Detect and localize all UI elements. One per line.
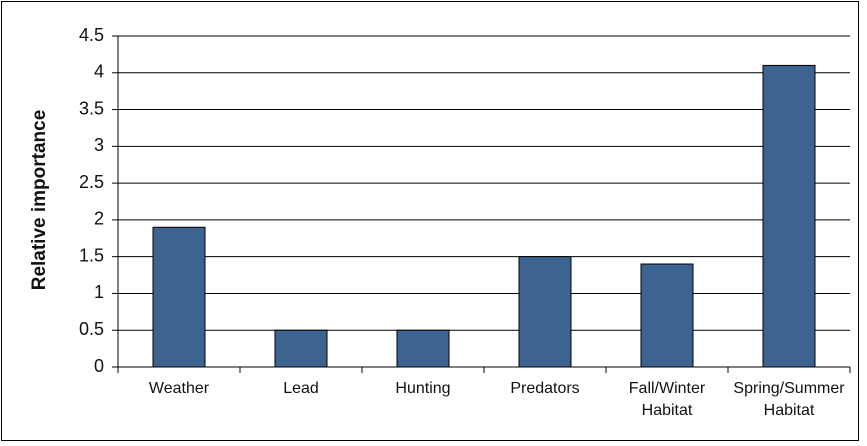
- bar: [396, 329, 450, 368]
- x-tick-label: Lead: [283, 380, 319, 397]
- frame: [1, 1, 859, 441]
- x-tick-label: Fall/Winter Habitat: [628, 380, 706, 419]
- x-tick-label: Hunting: [395, 380, 451, 397]
- y-tick-label: 4.5: [79, 25, 104, 45]
- y-tick-label: 3: [94, 135, 104, 155]
- x-tick-label: Weather: [148, 380, 210, 397]
- y-tick-label: 1.5: [79, 245, 104, 265]
- y-tick-label: 2.5: [79, 172, 104, 192]
- bar: [640, 263, 694, 368]
- x-tick-label: Predators: [510, 380, 580, 397]
- bar: [274, 329, 328, 368]
- y-tick-label: 2: [94, 209, 104, 229]
- y-tick-label: 0: [94, 356, 104, 376]
- bar: [518, 256, 572, 368]
- x-tick-label: Spring/Summer Habitat: [733, 380, 845, 419]
- y-axis-label: Relative importance: [29, 110, 50, 291]
- bar: [762, 64, 816, 368]
- y-tick-label: 4: [94, 62, 104, 82]
- y-tick-label: 1: [94, 282, 104, 302]
- y-tick-label: 0.5: [79, 319, 104, 339]
- y-tick-label: 3.5: [79, 98, 104, 118]
- bar: [152, 226, 206, 368]
